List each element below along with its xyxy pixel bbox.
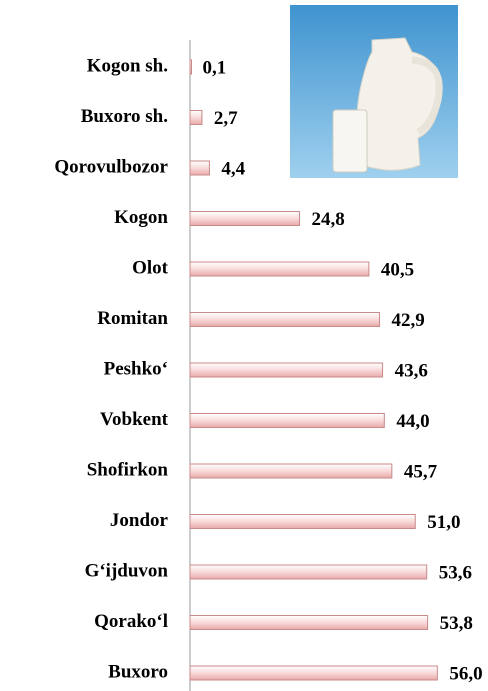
category-label: Peshko‘ [104, 358, 168, 379]
bar [189, 211, 301, 226]
category-label: Buxoro [108, 661, 168, 682]
category-label: Shofirkon [87, 459, 169, 480]
category-label: Jondor [110, 510, 169, 531]
value-label: 43,6 [395, 360, 428, 381]
bar [189, 261, 370, 277]
bar [189, 413, 385, 428]
category-label: Olot [132, 257, 169, 278]
bar [189, 312, 380, 327]
value-label: 53,8 [440, 613, 473, 634]
value-label: 56,0 [449, 663, 482, 684]
bar [189, 110, 203, 125]
category-label: Buxoro sh. [81, 106, 168, 127]
bar [189, 463, 393, 479]
value-label: 42,9 [391, 310, 424, 331]
category-label: Vobkent [100, 409, 169, 430]
category-label: Qorako‘l [94, 611, 168, 632]
value-label: 40,5 [381, 259, 414, 280]
category-label: G‘ijduvon [85, 560, 169, 581]
value-label: 0,1 [202, 57, 226, 78]
category-label: Romitan [97, 308, 168, 329]
bar [189, 362, 384, 378]
value-label: 44,0 [396, 411, 429, 432]
value-label: 24,8 [312, 209, 345, 230]
bar [189, 514, 416, 529]
milk-image [290, 5, 458, 178]
bar [189, 564, 428, 580]
category-label: Qorovulbozor [54, 156, 168, 177]
value-label: 45,7 [404, 461, 438, 482]
category-label: Kogon sh. [87, 55, 168, 76]
bar [189, 59, 192, 75]
bar [189, 160, 210, 176]
value-label: 4,4 [221, 158, 245, 179]
value-label: 2,7 [214, 108, 238, 129]
value-label: 51,0 [427, 512, 460, 533]
value-label: 53,6 [439, 562, 472, 583]
category-label: Kogon [114, 207, 168, 228]
bar [189, 615, 429, 630]
bar [189, 665, 438, 681]
